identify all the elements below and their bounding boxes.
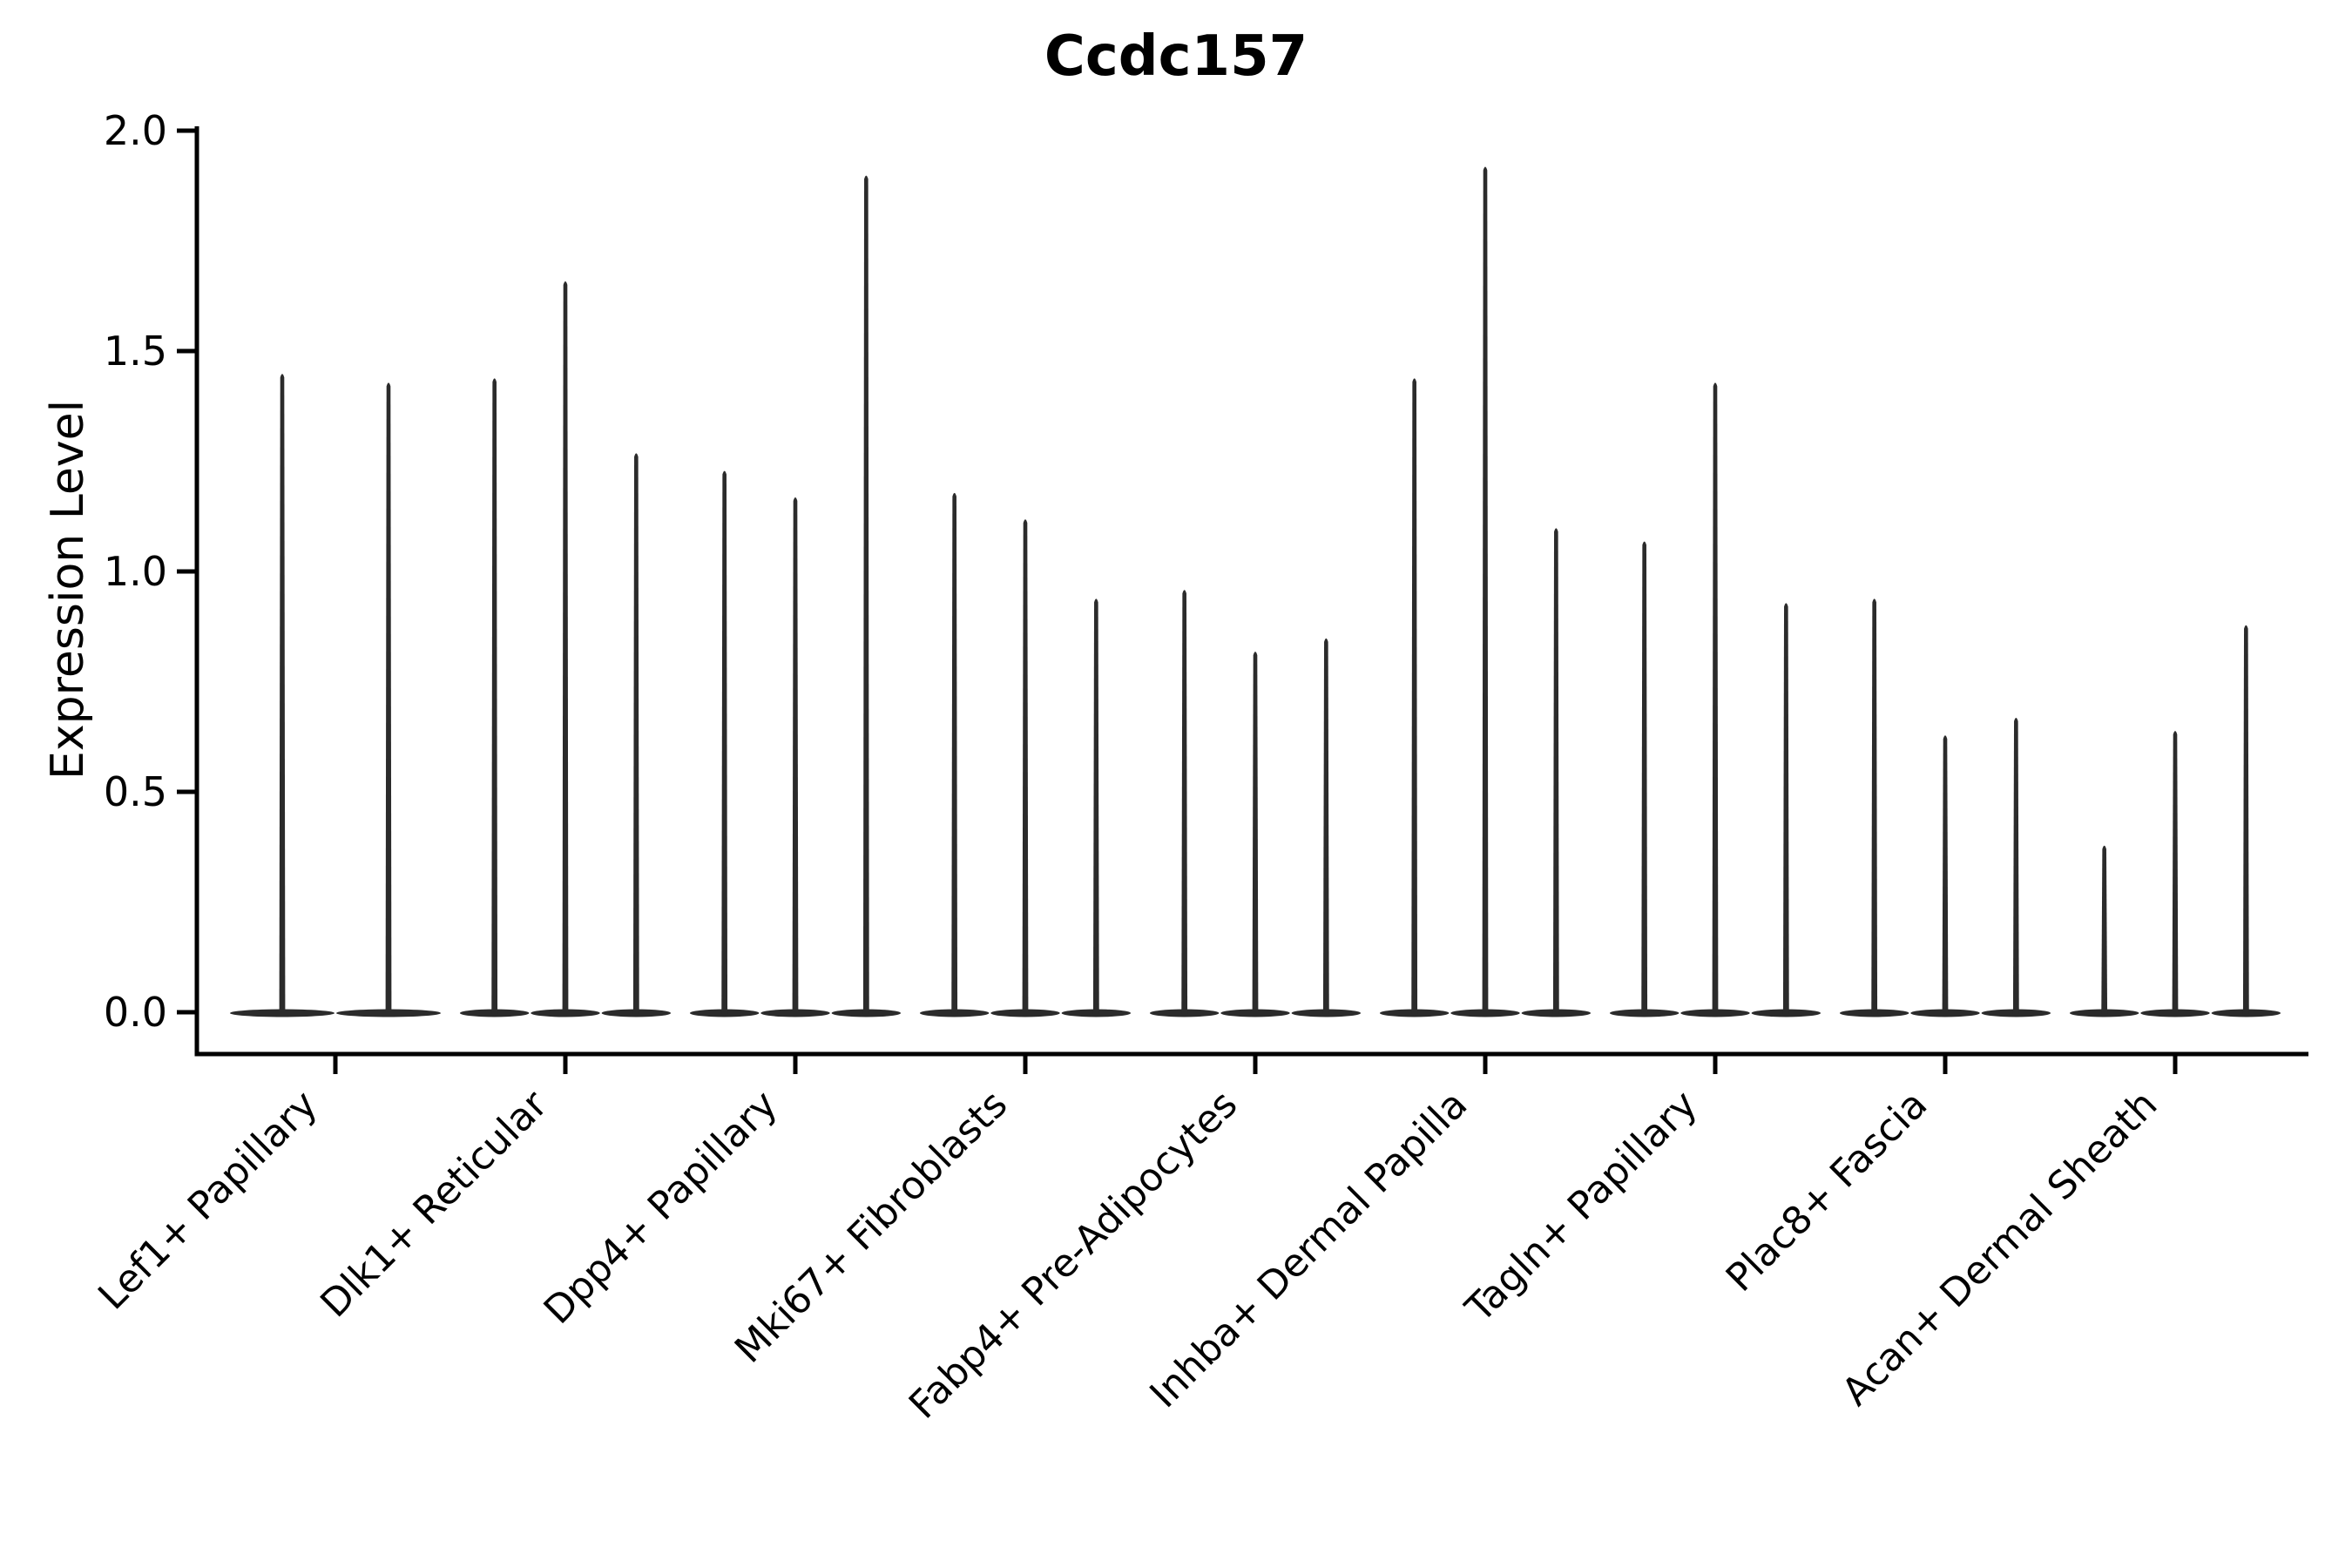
violin-spike: [721, 470, 728, 1014]
violin-spike: [1411, 378, 1418, 1014]
y-tick-label: 1.5: [103, 328, 167, 375]
violin-spike: [1942, 735, 1949, 1014]
violin-spike: [385, 382, 392, 1014]
violin-spike: [1092, 598, 1099, 1014]
y-tick-label: 1.0: [103, 548, 167, 595]
violin-spike: [792, 497, 799, 1014]
violin-spike: [2012, 717, 2019, 1014]
violin-spike: [1871, 598, 1878, 1014]
violin-spike: [1712, 382, 1719, 1014]
violin-spike: [1322, 638, 1329, 1014]
chart-title: Ccdc157: [1044, 24, 1308, 89]
violin-spike: [1482, 166, 1489, 1015]
violin-spike: [2242, 625, 2249, 1014]
violin-spike: [1181, 590, 1188, 1014]
y-tick-label: 0.0: [103, 989, 167, 1036]
violin-spike: [862, 175, 869, 1015]
violin-spike: [2172, 731, 2179, 1014]
violin-spike: [1022, 519, 1029, 1014]
violin-spike: [1252, 652, 1259, 1014]
violin-spike: [951, 492, 958, 1014]
violin-spike: [1552, 528, 1559, 1014]
violin-spike: [562, 281, 569, 1014]
y-tick-label: 0.5: [103, 768, 167, 815]
violin-spike: [279, 374, 286, 1014]
violin-spike: [1641, 541, 1648, 1014]
violin-spike: [2101, 845, 2108, 1014]
violin-spike: [1782, 603, 1789, 1014]
violin-spike: [632, 453, 639, 1014]
violin-spike: [491, 378, 498, 1014]
y-tick-label: 2.0: [103, 107, 167, 154]
